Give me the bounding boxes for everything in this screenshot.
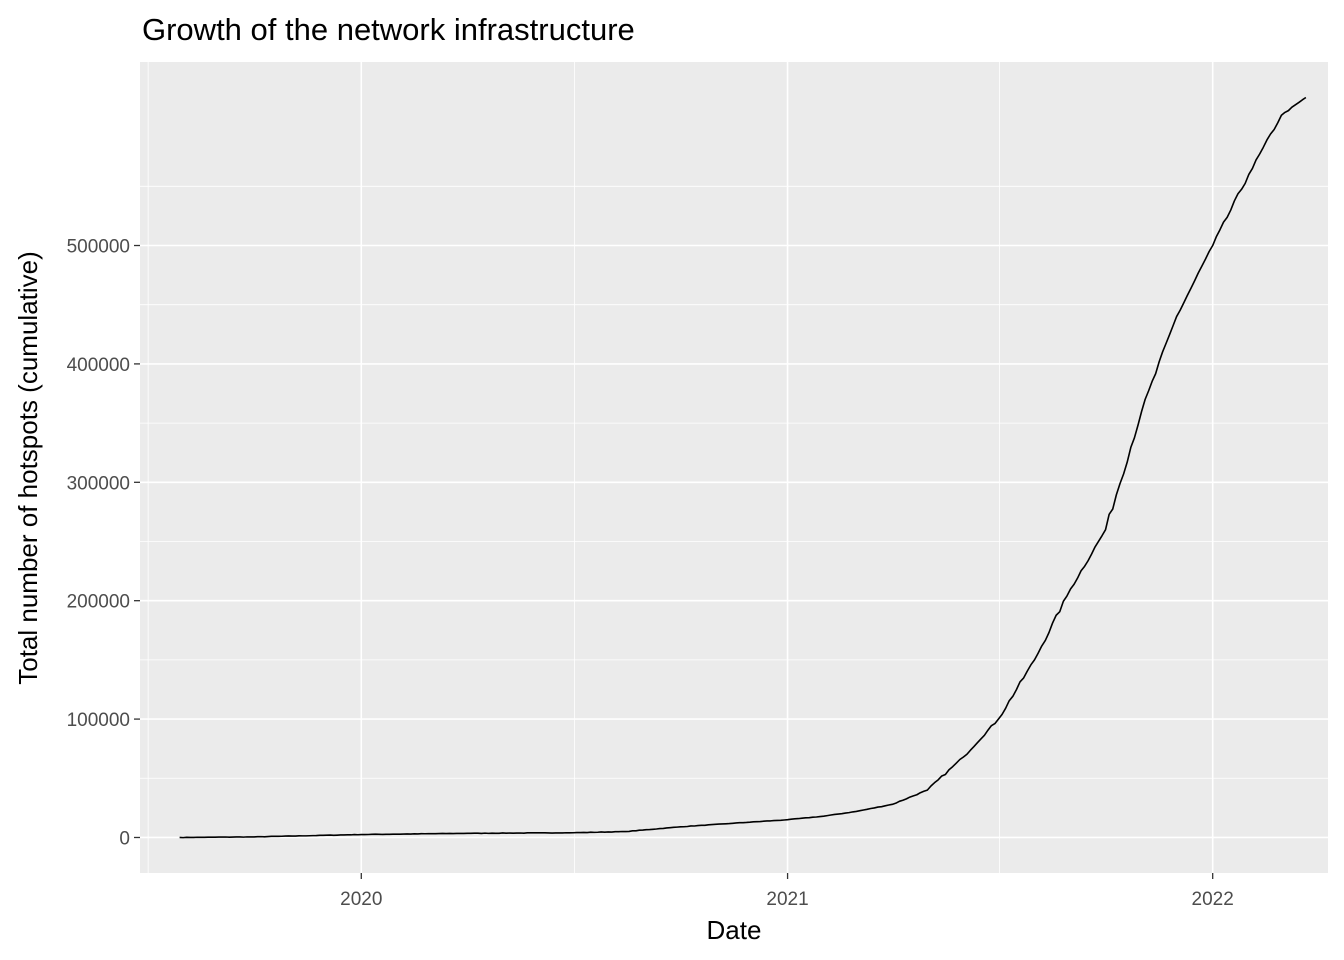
y-tick-label: 0 — [119, 828, 130, 849]
chart-title: Growth of the network infrastructure — [142, 12, 635, 47]
x-tick-label: 2022 — [1192, 889, 1234, 910]
y-axis-title: Total number of hotspots (cumulative) — [13, 251, 43, 685]
panel-background — [140, 62, 1328, 873]
minor-gridlines — [140, 62, 1328, 873]
x-axis-title: Date — [707, 915, 762, 945]
series-line — [179, 96, 1307, 839]
y-tick-label: 300000 — [67, 473, 130, 494]
y-axis-ticks: 0 100000 200000 300000 400000 500000 — [67, 237, 140, 849]
major-gridlines — [140, 62, 1328, 873]
y-tick-label: 100000 — [67, 710, 130, 731]
x-tick-label: 2020 — [340, 889, 382, 910]
y-tick-label: 500000 — [67, 237, 130, 258]
x-tick-label: 2021 — [766, 889, 808, 910]
x-axis-ticks: 2020 2021 2022 — [340, 873, 1234, 910]
y-tick-label: 200000 — [67, 592, 130, 613]
y-tick-label: 400000 — [67, 355, 130, 376]
